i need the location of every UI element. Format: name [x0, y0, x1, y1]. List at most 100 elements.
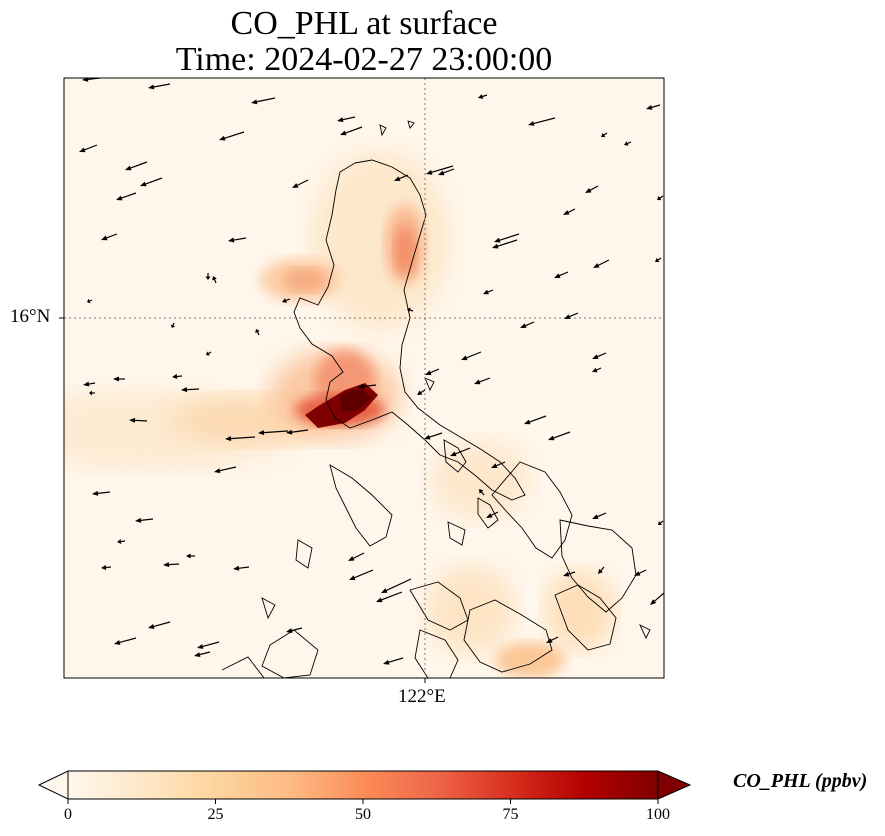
- wind-arrow-shaft: [352, 569, 374, 580]
- colorbar-label: CO_PHL (ppbv): [733, 770, 868, 792]
- wind-arrow-head: [491, 463, 498, 468]
- wind-arrow-head: [206, 351, 210, 356]
- wind-vectors: [79, 78, 664, 665]
- wind-arrow-shaft: [222, 131, 245, 140]
- wind-arrow-head: [593, 263, 600, 268]
- wind-arrow-head: [548, 435, 555, 441]
- colorbar-extend-low: [37, 770, 69, 800]
- map-frame: [63, 77, 665, 679]
- wind-arrow-shaft: [95, 491, 111, 495]
- wind-arrow-head: [646, 104, 653, 110]
- colorbar-tick-0: 0: [64, 806, 72, 823]
- wind-arrow-shaft: [217, 466, 237, 472]
- wind-arrow-head: [461, 355, 468, 361]
- wind-arrow-head: [101, 565, 107, 570]
- wind-arrow-head: [376, 597, 383, 603]
- wind-arrow-head: [624, 141, 629, 146]
- wind-arrow-head: [163, 562, 170, 568]
- wind-arrow-head: [212, 276, 217, 281]
- wind-arrow-head: [282, 298, 287, 303]
- wind-arrow-head: [233, 565, 240, 571]
- wind-arrow-head: [383, 659, 390, 665]
- wind-arrow-head: [394, 176, 401, 181]
- wind-arrow-shaft: [531, 117, 556, 125]
- wind-arrow-head: [592, 367, 598, 373]
- wind-arrow-shaft: [128, 161, 148, 170]
- wind-arrow-shaft: [289, 429, 309, 434]
- wind-arrow-head: [524, 419, 531, 425]
- coastlines: [221, 120, 651, 678]
- wind-arrow-shaft: [384, 578, 412, 593]
- wind-arrow-shaft: [184, 388, 200, 391]
- wind-arrow-shaft: [429, 165, 454, 174]
- wind-arrow-head: [140, 181, 147, 187]
- wind-arrow-head: [214, 468, 221, 474]
- wind-arrow-head: [79, 147, 86, 153]
- wind-arrow-shaft: [527, 415, 547, 424]
- wind-arrow-shaft: [132, 419, 148, 422]
- wind-arrow-shaft: [82, 144, 98, 152]
- wind-arrow-head: [358, 383, 365, 389]
- wind-arrow-head: [148, 84, 155, 90]
- wind-arrow-head: [407, 307, 411, 313]
- wind-arrow-head: [563, 571, 570, 577]
- wind-arrow-head: [598, 568, 603, 574]
- wind-arrow-head: [197, 644, 204, 649]
- colorbar-extend-high: [657, 770, 692, 800]
- wind-arrow-shaft: [343, 126, 363, 135]
- wind-arrow-head: [228, 237, 235, 243]
- wind-arrow-head: [528, 121, 535, 126]
- wind-arrow-shaft: [652, 592, 664, 604]
- wind-arrow-shaft: [151, 621, 171, 628]
- wind-arrow-head: [520, 323, 527, 328]
- wind-arrow-head: [381, 588, 388, 593]
- wind-arrow-head: [349, 575, 356, 580]
- wind-arrow-shaft: [427, 432, 443, 439]
- wind-arrow-head: [564, 314, 571, 319]
- wind-arrow-head: [492, 243, 499, 249]
- wind-arrow-head: [113, 376, 119, 382]
- wind-arrow-head: [116, 195, 123, 201]
- wind-arrow-head: [425, 370, 432, 375]
- colorbar-tick-1: 25: [207, 806, 224, 823]
- wind-arrow-head: [494, 237, 501, 243]
- wind-arrow-head: [92, 490, 99, 496]
- wind-arrow-shaft: [551, 431, 571, 440]
- wind-arrow-head: [225, 436, 232, 442]
- wind-arrow-head: [286, 628, 293, 633]
- wind-arrow-head: [114, 640, 121, 645]
- wind-arrow-shaft: [200, 641, 220, 648]
- wind-arrow-head: [417, 390, 423, 395]
- wind-arrow-head: [478, 94, 484, 99]
- wind-arrow-head: [286, 429, 293, 435]
- wind-arrow-shaft: [497, 233, 520, 242]
- wind-arrow-head: [194, 652, 201, 657]
- wind-arrow-head: [255, 329, 260, 334]
- wind-arrow-head: [89, 390, 92, 396]
- wind-arrow-shaft: [231, 237, 247, 241]
- colorbar-tick-4: 100: [646, 806, 670, 823]
- wind-arrow-head: [129, 417, 136, 423]
- wind-arrow-head: [601, 132, 606, 138]
- wind-arrow-head: [292, 183, 299, 188]
- wind-arrow-head: [337, 117, 344, 123]
- colorbar: [37, 770, 692, 804]
- wind-arrow-head: [87, 298, 91, 304]
- wind-arrow-head: [181, 387, 188, 393]
- wind-arrow-head: [563, 210, 570, 215]
- lon-tick-label: 122°E: [398, 686, 446, 707]
- wind-arrow-head: [424, 434, 431, 440]
- colorbar-gradient: [67, 770, 659, 800]
- wind-arrow-head: [426, 169, 433, 175]
- wind-arrow-head: [101, 235, 108, 241]
- wind-arrow-head: [205, 276, 211, 280]
- wind-arrow-shaft: [254, 97, 276, 103]
- wind-arrow-shaft: [151, 83, 171, 88]
- wind-arrow-shaft: [379, 591, 403, 602]
- colorbar-tick-2: 50: [355, 806, 371, 823]
- wind-arrow-head: [655, 257, 660, 263]
- wind-arrow-head: [172, 374, 178, 379]
- wind-arrow-shaft: [119, 192, 137, 200]
- wind-arrow-head: [117, 539, 122, 544]
